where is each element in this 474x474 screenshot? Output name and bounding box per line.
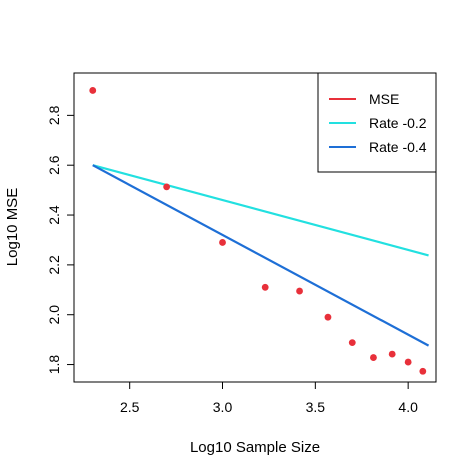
y-tick-label: 2.0 xyxy=(46,305,62,325)
legend: MSE Rate -0.2 Rate -0.4 xyxy=(317,72,437,173)
mse-point xyxy=(404,358,412,366)
y-axis: 1.8 2.0 2.2 2.4 2.6 2.8 xyxy=(46,105,74,374)
mse-point xyxy=(89,87,97,94)
x-tick-label: 3.0 xyxy=(213,399,233,415)
x-tick-label: 4.0 xyxy=(398,399,418,415)
y-tick-label: 1.8 xyxy=(46,355,62,375)
legend-label: MSE xyxy=(369,91,399,107)
x-tick-label: 2.5 xyxy=(120,399,140,415)
y-tick-label: 2.6 xyxy=(46,155,62,175)
x-axis-label: Log10 Sample Size xyxy=(190,439,320,456)
plot-frame xyxy=(73,72,437,383)
series-line-1 xyxy=(92,164,429,257)
series-lines xyxy=(92,164,430,347)
series-line-2 xyxy=(92,164,430,347)
y-tick-label: 2.8 xyxy=(46,105,62,125)
mse-point xyxy=(219,239,226,246)
y-tick-label: 2.2 xyxy=(46,255,62,275)
y-tick-label: 2.4 xyxy=(46,205,62,225)
mse-point xyxy=(370,354,377,361)
legend-label: Rate -0.2 xyxy=(369,115,427,131)
mse-point xyxy=(163,183,171,191)
x-tick-label: 3.5 xyxy=(306,399,326,415)
mse-point xyxy=(419,367,427,375)
legend-label: Rate -0.4 xyxy=(369,139,427,155)
y-axis-label: Log10 MSE xyxy=(4,188,21,266)
x-axis: 2.5 3.0 3.5 4.0 xyxy=(120,382,418,415)
mse-point xyxy=(388,350,396,358)
mse-point xyxy=(348,339,356,347)
mse-point xyxy=(324,313,332,321)
mse-point xyxy=(261,283,269,291)
mse-point xyxy=(296,287,303,295)
series-points xyxy=(89,87,427,375)
